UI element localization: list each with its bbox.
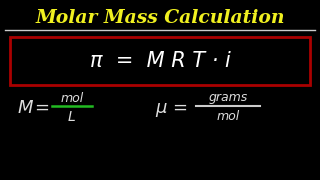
Text: mol: mol	[216, 111, 240, 123]
Text: =: =	[34, 99, 49, 117]
Text: grams: grams	[208, 91, 248, 105]
Text: μ: μ	[155, 99, 166, 117]
Text: M: M	[18, 99, 34, 117]
Text: L: L	[68, 110, 76, 124]
Text: mol: mol	[60, 91, 84, 105]
Text: =: =	[172, 99, 187, 117]
FancyBboxPatch shape	[10, 37, 310, 85]
Text: π  =  M R T · i: π = M R T · i	[90, 51, 230, 71]
Text: Molar Mass Calculation: Molar Mass Calculation	[35, 9, 285, 27]
